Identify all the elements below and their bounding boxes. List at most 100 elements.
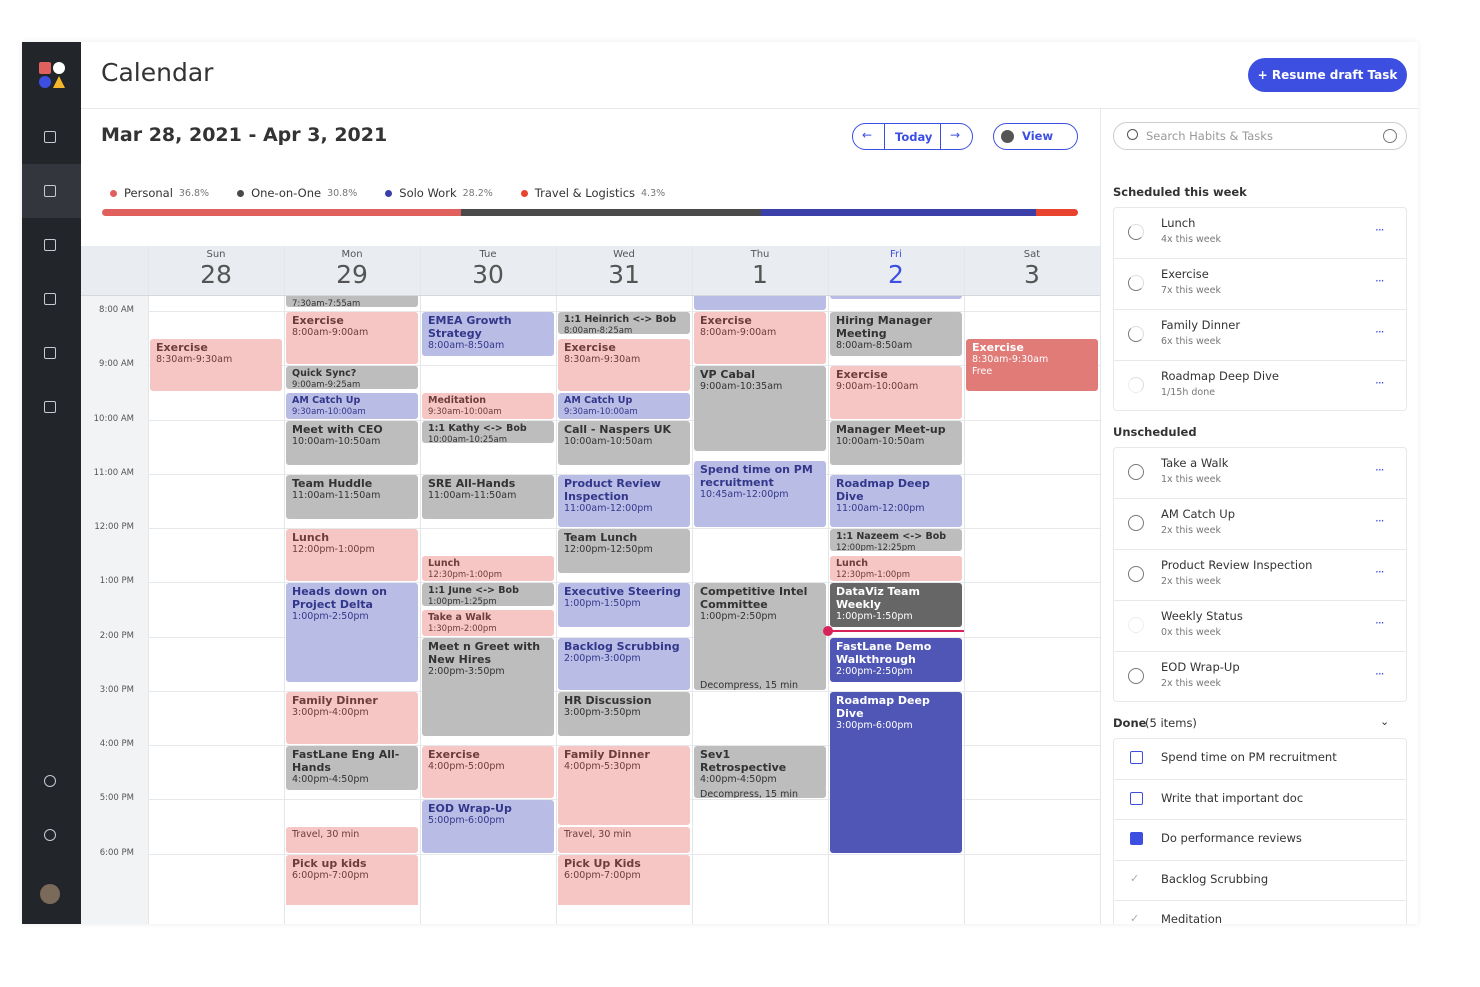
clear-icon[interactable] bbox=[1383, 129, 1397, 143]
status-circle[interactable] bbox=[1128, 566, 1144, 582]
nav-icon[interactable] bbox=[44, 347, 56, 359]
event[interactable]: 1:1 Dev Team7:30am-7:55am bbox=[286, 296, 418, 308]
event[interactable]: Sev1 Retrospective 4:00pm-4:50pm bbox=[694, 746, 826, 791]
nav-icon[interactable] bbox=[44, 293, 56, 305]
event[interactable]: Manager Meet-up 10:00am-10:50am bbox=[830, 420, 962, 465]
event[interactable]: Exercise 8:00am-9:00am bbox=[694, 312, 826, 365]
event[interactable]: SRE All-Hands 11:00am-11:50am bbox=[422, 474, 554, 519]
event[interactable]: Exercise 8:30am-9:30am bbox=[558, 339, 690, 392]
more-menu[interactable]: ··· bbox=[1375, 376, 1385, 390]
item-name[interactable]: Exercise bbox=[1161, 267, 1209, 281]
item-name[interactable]: Family Dinner bbox=[1161, 318, 1241, 332]
event[interactable]: Product Review Inspection 11:00am-12:00pm bbox=[558, 474, 690, 527]
nav-icon[interactable] bbox=[44, 185, 56, 197]
event[interactable]: Pick up kids 6:00pm-7:00pm bbox=[286, 854, 418, 905]
event[interactable]: EMEA Growth Strategy 8:00am-8:50am bbox=[422, 312, 554, 357]
more-menu[interactable]: ··· bbox=[1375, 514, 1385, 528]
done-item[interactable]: Meditation bbox=[1161, 912, 1223, 924]
more-menu[interactable]: ··· bbox=[1375, 325, 1385, 339]
event[interactable]: Take a Walk 1:30pm-2:00pm bbox=[422, 610, 554, 636]
event[interactable]: Family Dinner 3:00pm-4:00pm bbox=[286, 691, 418, 744]
nav-icon[interactable] bbox=[44, 239, 56, 251]
event[interactable]: VP Cabal 9:00am-10:35am bbox=[694, 366, 826, 452]
more-menu[interactable]: ··· bbox=[1375, 667, 1385, 681]
event[interactable] bbox=[694, 296, 826, 310]
event[interactable]: Exercise 9:00am-10:00am bbox=[830, 366, 962, 419]
event[interactable]: Lunch 12:30pm-1:00pm bbox=[422, 556, 554, 582]
status-circle[interactable] bbox=[1128, 224, 1144, 240]
view-button[interactable]: View bbox=[993, 123, 1078, 150]
nav-icon[interactable] bbox=[44, 401, 56, 413]
event[interactable]: Hiring Manager Meeting 8:00am-8:50am bbox=[830, 312, 962, 357]
collapse-toggle[interactable]: ⌄ bbox=[1380, 715, 1390, 728]
event[interactable]: Quick Sync? 9:00am-9:25am bbox=[286, 366, 418, 389]
event[interactable]: Backlog Scrubbing 2:00pm-3:00pm bbox=[558, 637, 690, 690]
done-item[interactable]: Write that important doc bbox=[1161, 790, 1304, 805]
event[interactable]: Meet n Greet with New Hires 2:00pm-3:50pm bbox=[422, 637, 554, 736]
event[interactable]: Team Lunch 12:00pm-12:50pm bbox=[558, 529, 690, 574]
more-menu[interactable]: ··· bbox=[1375, 223, 1385, 237]
done-item[interactable]: Spend time on PM recruitment bbox=[1161, 750, 1337, 764]
event[interactable]: Decompress, 15 min bbox=[694, 786, 826, 799]
item-name[interactable]: EOD Wrap-Up bbox=[1161, 660, 1240, 674]
item-name[interactable]: Product Review Inspection bbox=[1161, 558, 1313, 572]
event[interactable]: Pick Up Kids 6:00pm-7:00pm bbox=[558, 854, 690, 905]
event[interactable]: Meet with CEO 10:00am-10:50am bbox=[286, 420, 418, 465]
event[interactable]: FastLane Demo Walkthrough 2:00pm-2:50pm bbox=[830, 637, 962, 682]
event[interactable]: 1:1 Nazeem <-> Bob 12:00pm-12:25pm bbox=[830, 529, 962, 552]
status-circle[interactable] bbox=[1128, 515, 1144, 531]
event[interactable] bbox=[830, 296, 962, 300]
event[interactable]: Heads down on Project Delta 1:00pm-2:50pm bbox=[286, 583, 418, 682]
checkbox[interactable] bbox=[1130, 791, 1143, 805]
event[interactable]: 1:1 June <-> Bob 1:00pm-1:25pm bbox=[422, 583, 554, 606]
more-menu[interactable]: ··· bbox=[1375, 463, 1385, 477]
status-circle[interactable] bbox=[1128, 617, 1144, 633]
event[interactable]: 1:1 Heinrich <-> Bob 8:00am-8:25am bbox=[558, 312, 690, 335]
event[interactable]: Roadmap Deep Dive 3:00pm-6:00pm bbox=[830, 691, 962, 853]
event[interactable]: EOD Wrap-Up 5:00pm-6:00pm bbox=[422, 800, 554, 853]
item-name[interactable]: Take a Walk bbox=[1161, 456, 1229, 470]
event[interactable]: Roadmap Deep Dive 11:00am-12:00pm bbox=[830, 474, 962, 527]
event[interactable]: Exercise 8:00am-9:00am bbox=[286, 312, 418, 365]
search-box[interactable]: Search Habits & Tasks bbox=[1113, 122, 1407, 150]
prev-button[interactable]: ← bbox=[862, 128, 873, 142]
event[interactable]: Call - Naspers UK 10:00am-10:50am bbox=[558, 420, 690, 465]
nav-icon[interactable] bbox=[44, 829, 56, 841]
status-circle[interactable] bbox=[1128, 668, 1144, 684]
item-name[interactable]: AM Catch Up bbox=[1161, 507, 1236, 521]
status-circle[interactable] bbox=[1128, 275, 1144, 291]
checkbox[interactable] bbox=[1130, 751, 1143, 764]
status-circle[interactable] bbox=[1128, 326, 1144, 342]
event[interactable]: Competitive Intel Committee 1:00pm-2:50pm bbox=[694, 583, 826, 690]
event[interactable]: Lunch 12:30pm-1:00pm bbox=[830, 556, 962, 582]
event[interactable]: DataViz Team Weekly 1:00pm-1:50pm bbox=[830, 583, 962, 628]
item-name[interactable]: Weekly Status bbox=[1161, 609, 1243, 623]
nav-icon[interactable] bbox=[44, 131, 56, 143]
avatar[interactable] bbox=[40, 884, 60, 904]
event[interactable]: Meditation 9:30am-10:00am bbox=[422, 393, 554, 419]
item-name[interactable]: Roadmap Deep Dive bbox=[1161, 369, 1279, 383]
event[interactable]: Exercise 8:30am-9:30am Free bbox=[966, 339, 1098, 392]
done-item[interactable]: Backlog Scrubbing bbox=[1161, 871, 1269, 886]
more-menu[interactable]: ··· bbox=[1375, 616, 1385, 630]
status-circle[interactable] bbox=[1128, 377, 1144, 393]
event[interactable]: HR Discussion 3:00pm-3:50pm bbox=[558, 691, 690, 736]
event[interactable]: AM Catch Up 9:30am-10:00am bbox=[286, 393, 418, 419]
event[interactable]: Travel, 30 min bbox=[558, 827, 690, 853]
checkbox[interactable] bbox=[1130, 832, 1143, 845]
nav-icon[interactable] bbox=[44, 775, 56, 787]
event[interactable]: 1:1 Kathy <-> Bob 10:00am-10:25am bbox=[422, 420, 554, 443]
next-button[interactable]: → bbox=[950, 128, 961, 142]
done-item[interactable]: Do performance reviews bbox=[1161, 831, 1302, 845]
resume-button[interactable]: + Resume draft Task bbox=[1248, 58, 1407, 92]
event[interactable]: Decompress, 15 min bbox=[694, 678, 826, 690]
event[interactable]: Spend time on PM recruitment 10:45am-12:0… bbox=[694, 461, 826, 527]
today-button[interactable]: Today bbox=[895, 130, 933, 144]
more-menu[interactable]: ··· bbox=[1375, 274, 1385, 288]
more-menu[interactable]: ··· bbox=[1375, 565, 1385, 579]
event[interactable]: Lunch 12:00pm-1:00pm bbox=[286, 529, 418, 582]
event[interactable]: FastLane Eng All-Hands 4:00pm-4:50pm bbox=[286, 746, 418, 791]
event[interactable]: Exercise 4:00pm-5:00pm bbox=[422, 746, 554, 799]
event[interactable]: Family Dinner 4:00pm-5:30pm bbox=[558, 746, 690, 826]
event[interactable]: Team Huddle 11:00am-11:50am bbox=[286, 474, 418, 519]
